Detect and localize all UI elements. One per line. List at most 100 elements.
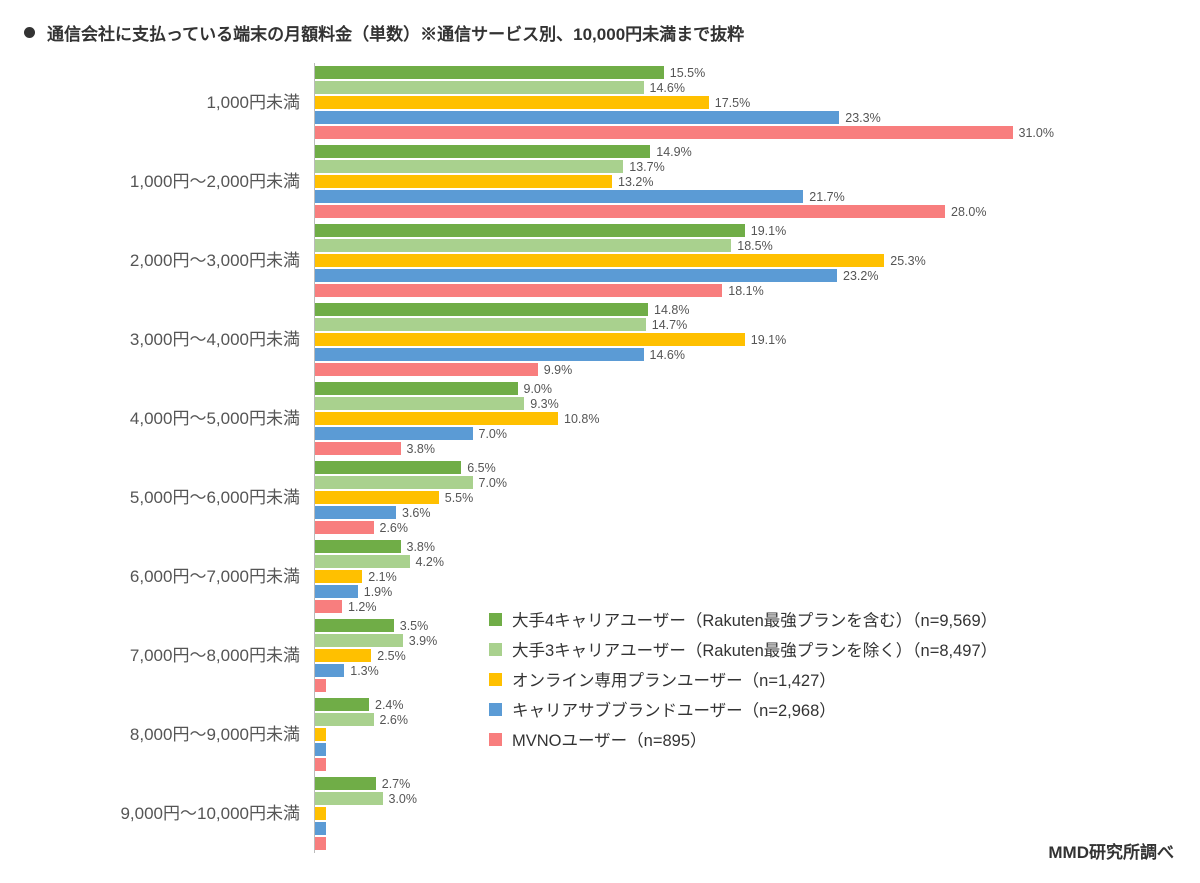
- bar: [315, 363, 538, 376]
- bar: [315, 649, 371, 662]
- value-label: 2.6%: [380, 521, 409, 535]
- value-label: 3.8%: [407, 540, 436, 554]
- value-label: 14.9%: [656, 145, 691, 159]
- category-group: 9,000円～10,000円未満2.7%3.0%: [24, 774, 1176, 853]
- value-label: 2.1%: [368, 570, 397, 584]
- bar: [315, 412, 558, 425]
- bar-stack: 19.1%18.5%25.3%23.2%18.1%: [314, 221, 1176, 300]
- bar-row: 13.2%: [315, 175, 1176, 189]
- bar-row: 3.6%: [315, 506, 1176, 520]
- category-label: 7,000円～8,000円未満: [24, 616, 314, 690]
- bar: [315, 205, 945, 218]
- value-label: 3.5%: [400, 619, 429, 633]
- category-group: 1,000円未満15.5%14.6%17.5%23.3%31.0%: [24, 63, 1176, 142]
- bar: [315, 160, 623, 173]
- bar-row: 2.6%: [315, 521, 1176, 535]
- value-label: 1.3%: [350, 664, 379, 678]
- bar-row: [315, 837, 1176, 851]
- bar-row: 18.5%: [315, 239, 1176, 253]
- chart-area: 1,000円未満15.5%14.6%17.5%23.3%31.0%1,000円～…: [24, 63, 1176, 863]
- value-label: 9.3%: [530, 397, 559, 411]
- legend-label: 大手3キャリアユーザー（Rakuten最強プランを除く）（n=8,497）: [512, 637, 997, 661]
- legend-label: MVNOユーザー（n=895）: [512, 727, 707, 751]
- value-label: 7.0%: [479, 427, 508, 441]
- legend-swatch: [489, 673, 502, 686]
- value-label: 3.6%: [402, 506, 431, 520]
- bar-row: [315, 758, 1176, 772]
- value-label: 14.6%: [650, 348, 685, 362]
- bar-row: 14.9%: [315, 145, 1176, 159]
- bar-row: 23.3%: [315, 111, 1176, 125]
- bar: [315, 743, 326, 756]
- legend-item: 大手4キャリアユーザー（Rakuten最強プランを含む）（n=9,569）: [489, 607, 997, 631]
- bar: [315, 461, 461, 474]
- category-group: 4,000円～5,000円未満9.0%9.3%10.8%7.0%3.8%: [24, 379, 1176, 458]
- legend-swatch: [489, 643, 502, 656]
- bar: [315, 96, 709, 109]
- value-label: 2.4%: [375, 698, 404, 712]
- bar: [315, 521, 374, 534]
- bar: [315, 619, 394, 632]
- legend-label: キャリアサブブランドユーザー（n=2,968）: [512, 697, 836, 721]
- chart-title-row: 通信会社に支払っている端末の月額料金（単数）※通信サービス別、10,000円未満…: [24, 20, 1176, 45]
- bar: [315, 224, 745, 237]
- legend-item: オンライン専用プランユーザー（n=1,427）: [489, 667, 997, 691]
- bar: [315, 397, 524, 410]
- value-label: 14.7%: [652, 318, 687, 332]
- bar: [315, 66, 664, 79]
- bar-row: 14.6%: [315, 81, 1176, 95]
- bar-row: 3.8%: [315, 540, 1176, 554]
- bar-row: 28.0%: [315, 205, 1176, 219]
- category-label: 6,000円～7,000円未満: [24, 537, 314, 611]
- bar: [315, 333, 745, 346]
- bar-row: 1.9%: [315, 585, 1176, 599]
- bar: [315, 190, 803, 203]
- value-label: 31.0%: [1019, 126, 1054, 140]
- bar-row: 7.0%: [315, 427, 1176, 441]
- bar-row: 6.5%: [315, 461, 1176, 475]
- bar-row: [315, 807, 1176, 821]
- value-label: 23.3%: [845, 111, 880, 125]
- bar-stack: 14.9%13.7%13.2%21.7%28.0%: [314, 142, 1176, 221]
- value-label: 1.9%: [364, 585, 393, 599]
- bar: [315, 175, 612, 188]
- bar: [315, 491, 439, 504]
- bar-row: 9.3%: [315, 397, 1176, 411]
- category-group: 5,000円～6,000円未満6.5%7.0%5.5%3.6%2.6%: [24, 458, 1176, 537]
- legend-item: 大手3キャリアユーザー（Rakuten最強プランを除く）（n=8,497）: [489, 637, 997, 661]
- bar: [315, 81, 644, 94]
- bar: [315, 111, 839, 124]
- value-label: 7.0%: [479, 476, 508, 490]
- value-label: 2.7%: [382, 777, 411, 791]
- category-label: 9,000円～10,000円未満: [24, 774, 314, 848]
- chart-credit: MMD研究所調べ: [1048, 838, 1174, 863]
- value-label: 4.2%: [416, 555, 445, 569]
- category-label: 4,000円～5,000円未満: [24, 379, 314, 453]
- bar: [315, 348, 644, 361]
- bar-row: 14.6%: [315, 348, 1176, 362]
- bar-row: 3.8%: [315, 442, 1176, 456]
- value-label: 14.8%: [654, 303, 689, 317]
- value-label: 3.9%: [409, 634, 438, 648]
- bar: [315, 585, 358, 598]
- bar: [315, 476, 473, 489]
- value-label: 9.0%: [524, 382, 553, 396]
- bar: [315, 506, 396, 519]
- bar: [315, 303, 648, 316]
- category-label: 2,000円～3,000円未満: [24, 221, 314, 295]
- bar-row: 2.1%: [315, 570, 1176, 584]
- value-label: 18.1%: [728, 284, 763, 298]
- bar: [315, 777, 376, 790]
- bar-row: 9.0%: [315, 382, 1176, 396]
- value-label: 28.0%: [951, 205, 986, 219]
- legend-item: MVNOユーザー（n=895）: [489, 727, 997, 751]
- bar-row: 19.1%: [315, 224, 1176, 238]
- bar-row: 14.7%: [315, 318, 1176, 332]
- chart-title: 通信会社に支払っている端末の月額料金（単数）※通信サービス別、10,000円未満…: [47, 20, 744, 45]
- legend: 大手4キャリアユーザー（Rakuten最強プランを含む）（n=9,569） 大手3…: [489, 601, 997, 757]
- category-group: 2,000円～3,000円未満19.1%18.5%25.3%23.2%18.1%: [24, 221, 1176, 300]
- bar-row: 21.7%: [315, 190, 1176, 204]
- bar: [315, 600, 342, 613]
- bar-row: 31.0%: [315, 126, 1176, 140]
- legend-label: 大手4キャリアユーザー（Rakuten最強プランを含む）（n=9,569）: [512, 607, 997, 631]
